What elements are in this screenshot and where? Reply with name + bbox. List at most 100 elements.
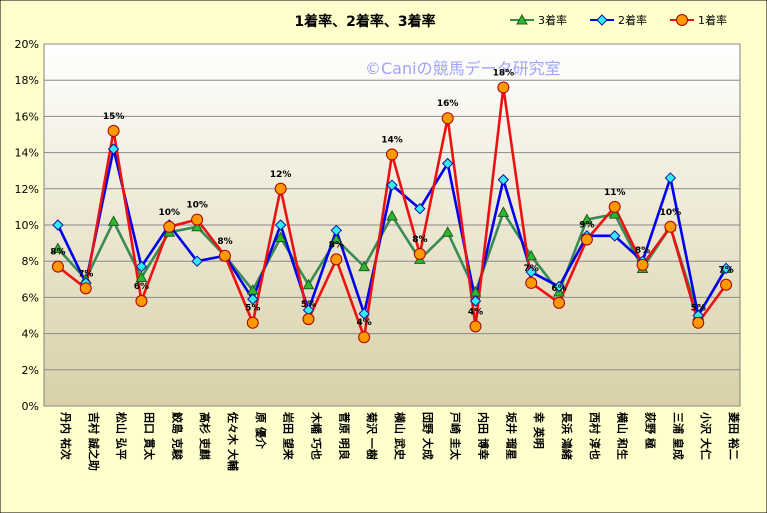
x-tick-label: 荻野 極 (644, 412, 658, 449)
chart-title: 1着率、2着率、3着率 (294, 13, 435, 30)
point-1着率 (51, 260, 64, 273)
point-2着率 (247, 293, 259, 305)
point-1着率 (497, 81, 510, 94)
data-label: 16% (437, 99, 459, 109)
y-tick-label: 8% (22, 255, 39, 268)
y-tick-label: 20% (15, 38, 39, 51)
data-label: 8% (635, 246, 650, 256)
x-tick-label: 田口 貫太 (142, 412, 156, 461)
legend: 3着率 2着率 1着率 (510, 13, 727, 27)
y-tick-label: 4% (22, 328, 39, 341)
x-tick-label: 三浦 皇成 (671, 412, 685, 460)
legend-marker (676, 14, 688, 26)
point-3着率 (608, 208, 621, 219)
x-tick-label: 内田 博幸 (477, 412, 491, 460)
data-label: 14% (381, 135, 403, 145)
point-2着率 (52, 219, 64, 231)
y-tick-label: 0% (22, 400, 39, 413)
point-2着率 (274, 219, 287, 231)
x-tick-label: 小沢 大仁 (699, 411, 713, 460)
x-tick-label: 木幡 巧也 (309, 411, 323, 460)
point-1着率 (469, 320, 482, 333)
x-tick-label: 長浜 鴻緒 (560, 412, 574, 460)
x-tick-label: 西村 淳也 (588, 412, 602, 460)
data-label: 8% (412, 235, 427, 245)
point-3着率 (358, 260, 371, 272)
legend-label: 1着率 (698, 13, 727, 27)
data-label: 5% (245, 304, 260, 314)
data-labels: 8% 7% 15% 6% 10% 10% 8% 5% 12% 5% 8% 4% 14% 8% 16% 4% 18… (50, 68, 733, 328)
point-1着率 (580, 233, 593, 246)
point-2着率 (414, 203, 426, 215)
x-tick-label: 高杉 吏麒 (198, 412, 212, 460)
point-3着率 (497, 206, 510, 217)
x-tick-label: 横山 和生 (616, 412, 630, 460)
point-2着率 (497, 174, 510, 186)
point-3着率 (135, 271, 148, 282)
point-1着率 (107, 124, 120, 137)
point-2着率 (358, 307, 370, 320)
data-label: 9% (579, 220, 594, 230)
point-1着率 (246, 316, 259, 329)
y-tick-label: 10% (15, 219, 39, 232)
legend-marker (516, 13, 528, 25)
y-tick-label: 2% (22, 364, 39, 377)
x-tick-label: 坂井 瑠星 (504, 412, 518, 460)
x-tick-label: 岩田 望来 (282, 411, 296, 461)
y-tick-label: 14% (15, 147, 39, 160)
data-label: 4% (357, 318, 372, 328)
point-2着率 (135, 260, 148, 273)
point-1着率 (553, 296, 566, 309)
x-tick-label: 菱田 裕二 (727, 412, 741, 460)
point-2着率 (441, 157, 454, 170)
point-1着率 (386, 148, 398, 161)
data-label: 7% (524, 264, 539, 274)
x-tick-label: 幸 英明 (532, 412, 546, 449)
point-1着率 (413, 247, 426, 260)
point-2着率 (469, 295, 482, 307)
x-tick-label: 菅原 明良 (337, 412, 351, 460)
x-tick-label: 佐々木 大輔 (226, 411, 240, 471)
legend-marker (596, 14, 608, 26)
data-label: 6% (134, 282, 149, 292)
point-3着率 (274, 231, 287, 243)
x-tick-label: 戸崎 圭太 (449, 412, 463, 461)
x-tick-label: 吉村 誠之助 (87, 412, 101, 471)
point-1着率 (664, 220, 677, 233)
point-1着率 (525, 276, 538, 289)
legend-label: 3着率 (538, 13, 567, 27)
data-label: 8% (217, 237, 232, 247)
point-3着率 (191, 220, 203, 232)
data-label: 12% (270, 170, 292, 180)
point-1着率 (692, 316, 705, 329)
data-label: 8% (329, 240, 344, 250)
point-1着率 (135, 295, 148, 308)
point-2着率 (720, 262, 732, 275)
point-1着率 (218, 249, 231, 262)
point-1着率 (274, 182, 287, 195)
data-label: 4% (468, 307, 483, 317)
point-1着率 (191, 213, 204, 226)
x-tick-label: 横山 武史 (393, 412, 407, 461)
point-3着率 (525, 249, 538, 261)
point-2着率 (386, 179, 398, 191)
point-3着率 (581, 213, 593, 225)
point-2着率 (330, 224, 343, 237)
x-axis-ticks: 丹内 祐次 吉村 誠之助 松山 弘平 田口 貫太 鮫島 克駿 高杉 吏麒 佐々木 大輔原 優… (59, 411, 741, 471)
legend-label: 2着率 (618, 13, 647, 27)
data-label: 10% (186, 201, 208, 211)
data-label: 5% (691, 304, 706, 314)
data-label: 15% (103, 112, 125, 122)
series-markers (51, 81, 733, 344)
x-tick-label: 団野 大成 (421, 412, 435, 460)
point-3着率 (441, 226, 454, 237)
point-2着率 (664, 172, 677, 184)
y-tick-label: 18% (15, 74, 39, 87)
data-label: 7% (78, 269, 93, 279)
data-label: 11% (604, 188, 626, 198)
data-label: 7% (718, 266, 733, 276)
data-label: 10% (660, 208, 682, 218)
point-1着率 (441, 112, 454, 125)
